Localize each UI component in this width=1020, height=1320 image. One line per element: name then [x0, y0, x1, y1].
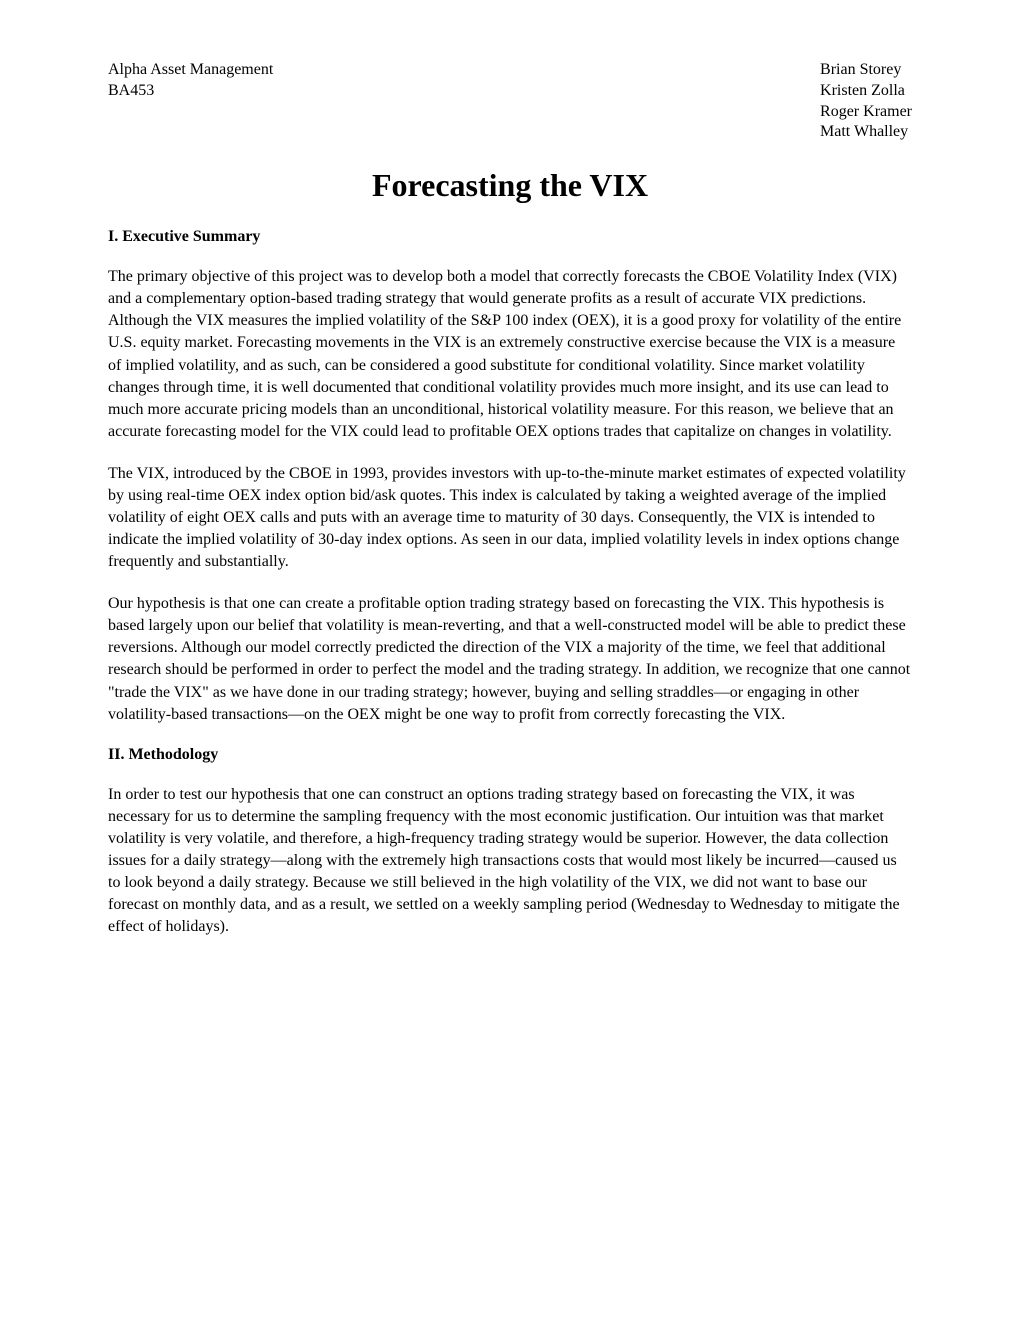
header-left: Alpha Asset Management BA453: [108, 60, 273, 102]
author-name-4: Matt Whalley: [820, 122, 912, 143]
section-heading-methodology: II. Methodology: [108, 746, 912, 764]
section-heading-executive-summary: I. Executive Summary: [108, 228, 912, 246]
methodology-para-1: In order to test our hypothesis that one…: [108, 784, 912, 939]
document-header: Alpha Asset Management BA453 Brian Store…: [108, 60, 912, 143]
executive-summary-para-1: The primary objective of this project wa…: [108, 266, 912, 443]
course-code: BA453: [108, 81, 273, 102]
document-title: Forecasting the VIX: [108, 167, 912, 204]
author-name-1: Brian Storey: [820, 60, 912, 81]
author-name-3: Roger Kramer: [820, 102, 912, 123]
executive-summary-para-3: Our hypothesis is that one can create a …: [108, 593, 912, 725]
company-name: Alpha Asset Management: [108, 60, 273, 81]
executive-summary-para-2: The VIX, introduced by the CBOE in 1993,…: [108, 463, 912, 573]
author-name-2: Kristen Zolla: [820, 81, 912, 102]
header-right: Brian Storey Kristen Zolla Roger Kramer …: [820, 60, 912, 143]
